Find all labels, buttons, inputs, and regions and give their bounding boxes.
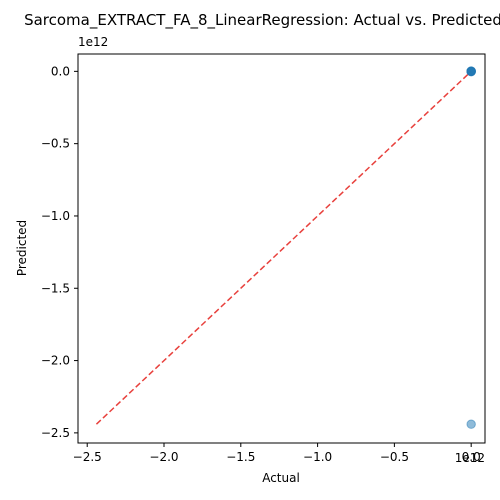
scatter-point [466,419,476,429]
y-tick-label: −1.0 [41,209,70,223]
x-tick-label: 0.0 [462,450,481,464]
y-axis-ticks: 0.0 −0.5 −1.0 −1.5 −2.0 −2.5 [41,64,78,440]
y-tick-label: 0.0 [51,64,70,78]
y-tick-label: −2.0 [41,354,70,368]
x-axis-ticks: −2.5 −2.0 −1.5 −1.0 −0.5 0.0 [73,443,481,464]
scatter-point [466,66,476,77]
x-tick-label: −0.5 [380,450,409,464]
x-tick-label: −1.5 [226,450,255,464]
y-tick-label: −0.5 [41,137,70,151]
reference-line [95,70,472,425]
y-tick-label: −2.5 [41,426,70,440]
x-tick-label: −1.0 [303,450,332,464]
x-offset-label: 1e12 [455,451,485,465]
axes-frame [77,53,486,444]
y-offset-label: 1e12 [78,35,108,49]
y-tick-label: −1.5 [41,281,70,295]
y-axis-label: Predicted [15,220,29,276]
x-tick-label: −2.5 [73,450,102,464]
plot-area [95,66,476,429]
x-tick-label: −2.0 [149,450,178,464]
chart-title: Sarcoma_EXTRACT_FA_8_LinearRegression: A… [24,11,500,30]
x-axis-label: Actual [262,471,300,485]
